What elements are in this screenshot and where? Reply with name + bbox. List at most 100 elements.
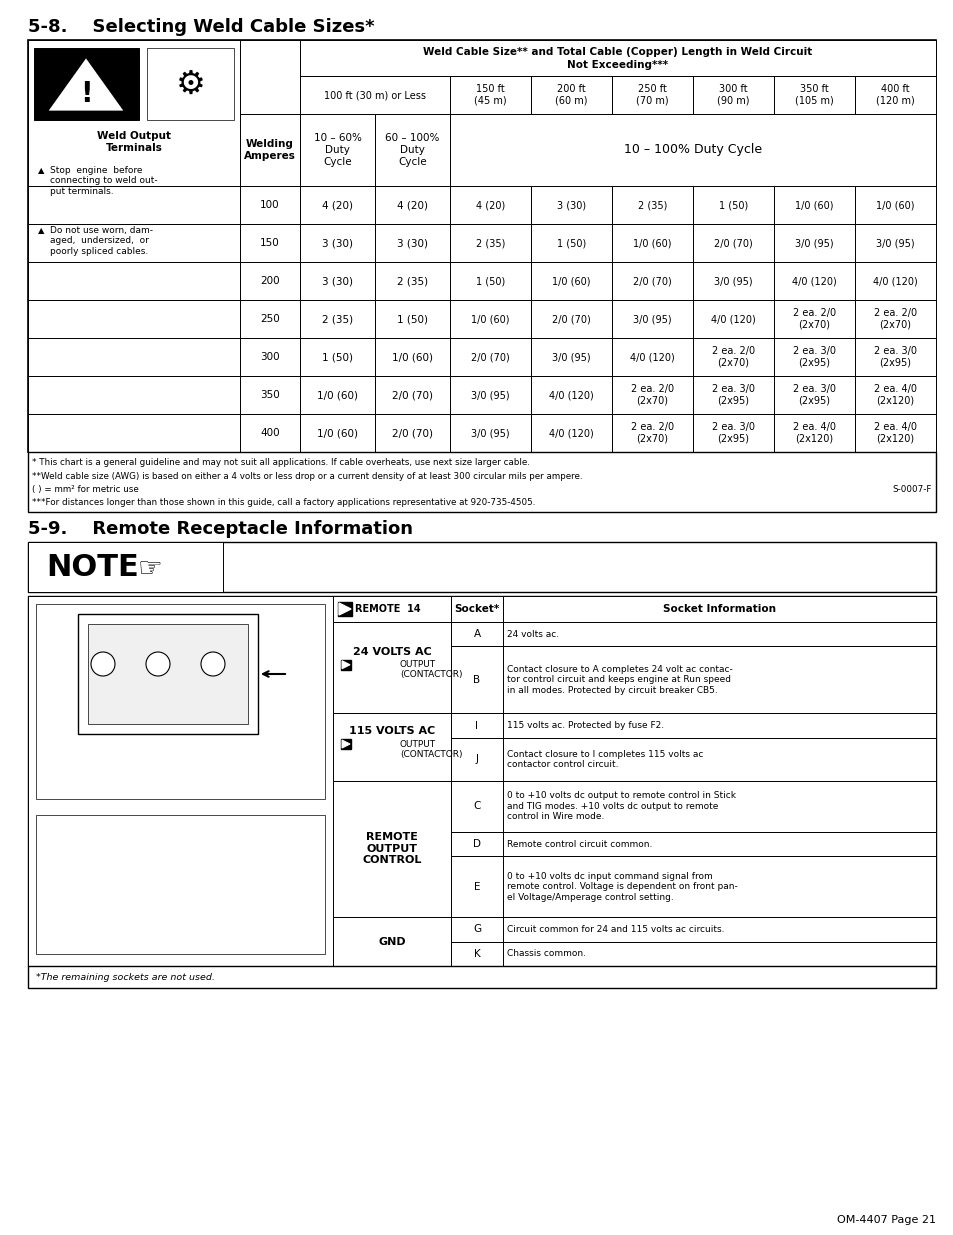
Text: K: K [473,948,480,958]
Text: C: C [473,802,480,811]
Bar [773,224,854,262]
Bar [299,300,375,338]
Text: ▲: ▲ [38,165,45,175]
Text: 1 (50): 1 (50) [557,238,585,248]
Text: 200: 200 [260,275,279,287]
Text: GND: GND [377,936,405,946]
Text: 2 ea. 3/0
(2x95): 2 ea. 3/0 (2x95) [873,346,916,368]
Text: 1 (50): 1 (50) [396,314,428,324]
Bar [451,597,502,622]
Text: * This chart is a general guideline and may not suit all applications. If cable : * This chart is a general guideline and … [32,458,529,467]
Text: B: B [473,676,480,685]
Text: 2 ea. 2/0
(2x70): 2 ea. 2/0 (2x70) [711,346,754,368]
Bar [502,781,935,832]
Polygon shape [46,56,126,112]
Bar [240,338,299,375]
Bar [28,375,240,414]
Text: Contact closure to A completes 24 volt ac contac-
tor control circuit and keeps : Contact closure to A completes 24 volt a… [506,664,732,695]
Bar [450,114,935,186]
Text: ⚙: ⚙ [175,68,205,100]
Text: 350: 350 [260,390,279,400]
Bar [375,186,450,224]
Text: 2 (35): 2 (35) [476,238,505,248]
Bar [333,622,451,714]
Text: ( ) = mm² for metric use: ( ) = mm² for metric use [32,485,138,494]
Bar [531,414,612,452]
Bar [612,77,692,114]
Bar [28,40,240,186]
Text: Terminals: Terminals [106,143,162,153]
Bar [612,375,692,414]
Bar [451,832,502,856]
Bar [450,262,531,300]
Text: 2 ea. 4/0
(2x120): 2 ea. 4/0 (2x120) [873,384,916,406]
Text: 2 (35): 2 (35) [396,275,428,287]
Text: 1 (50): 1 (50) [322,352,353,362]
Bar [375,414,450,452]
Bar [502,597,935,622]
Text: 2 ea. 2/0
(2x70): 2 ea. 2/0 (2x70) [630,422,674,443]
Text: 1/0 (60): 1/0 (60) [316,390,357,400]
Bar [28,338,240,375]
Text: ▲: ▲ [38,226,45,235]
Bar [28,966,935,988]
Bar [28,414,240,452]
Text: A: A [473,629,480,640]
Bar [299,224,375,262]
Text: 2 ea. 2/0
(2x70): 2 ea. 2/0 (2x70) [630,384,674,406]
Text: 4/0 (120): 4/0 (120) [791,275,836,287]
Text: 3/0 (95): 3/0 (95) [795,238,833,248]
Text: 2 ea. 3/0
(2x95): 2 ea. 3/0 (2x95) [711,384,754,406]
Bar [612,186,692,224]
Bar [531,338,612,375]
Bar [299,77,450,114]
Text: 3/0 (95): 3/0 (95) [471,429,509,438]
Bar [333,918,451,966]
Bar [28,542,223,592]
Bar [28,452,935,513]
Bar [340,739,351,750]
Bar [299,114,375,186]
Text: 2 ea. 2/0
(2x70): 2 ea. 2/0 (2x70) [873,309,916,330]
Bar [773,375,854,414]
Bar [375,262,450,300]
Bar [531,224,612,262]
Bar [854,300,935,338]
Bar [299,338,375,375]
Text: **Weld cable size (AWG) is based on either a 4 volts or less drop or a current d: **Weld cable size (AWG) is based on eith… [32,472,582,480]
Text: (CONTACTOR): (CONTACTOR) [399,750,462,758]
Bar [299,262,375,300]
Bar [692,262,773,300]
Bar [612,414,692,452]
Bar [28,597,333,966]
Text: S-0007-F: S-0007-F [892,485,931,494]
Bar [299,414,375,452]
Bar [451,856,502,918]
Text: 2/0 (70): 2/0 (70) [392,429,433,438]
Bar [692,77,773,114]
Text: 2 ea. 4/0
(2x120): 2 ea. 4/0 (2x120) [873,422,916,443]
Text: 250: 250 [260,314,279,324]
Text: 4 (20): 4 (20) [476,200,504,210]
Text: 3/0 (95): 3/0 (95) [552,352,590,362]
Bar [451,622,502,646]
Bar [34,48,139,120]
Text: 2/0 (70): 2/0 (70) [552,314,590,324]
Text: OUTPUT: OUTPUT [399,661,436,669]
Text: 5-9.    Remote Receptacle Information: 5-9. Remote Receptacle Information [28,520,413,538]
Text: 2 ea. 3/0
(2x95): 2 ea. 3/0 (2x95) [711,422,754,443]
Bar [28,40,935,452]
Bar [531,262,612,300]
Text: 2 ea. 4/0
(2x120): 2 ea. 4/0 (2x120) [792,422,835,443]
Bar [692,414,773,452]
Bar [692,375,773,414]
Bar [612,262,692,300]
Text: Contact closure to I completes 115 volts ac
contactor control circuit.: Contact closure to I completes 115 volts… [506,750,702,769]
Bar [78,614,257,734]
Text: 0 to +10 volts dc input command signal from
remote control. Voltage is dependent: 0 to +10 volts dc input command signal f… [506,872,737,902]
Bar [451,918,502,941]
Bar [451,737,502,781]
Bar [450,338,531,375]
Text: 1/0 (60): 1/0 (60) [876,200,914,210]
Text: 2/0 (70): 2/0 (70) [471,352,509,362]
